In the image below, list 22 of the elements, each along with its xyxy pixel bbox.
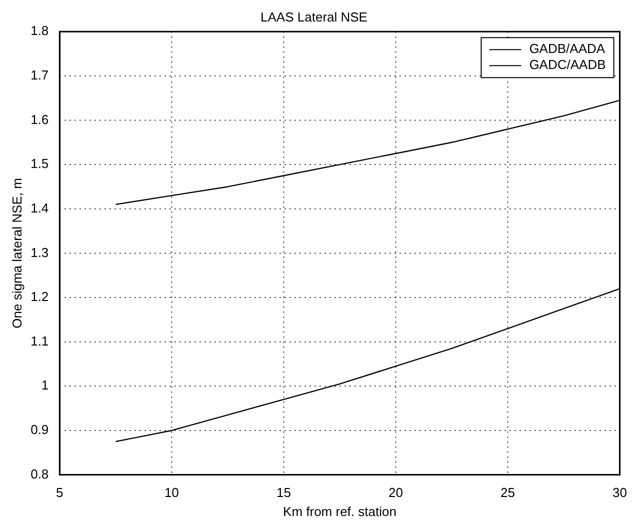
y-tick-label: 1.2 bbox=[30, 289, 49, 304]
y-axis-title: One sigma lateral NSE, m bbox=[9, 178, 24, 328]
x-tick-label: 15 bbox=[276, 485, 291, 500]
y-tick-label: 1.5 bbox=[30, 156, 49, 172]
y-tick-label: 1.4 bbox=[30, 200, 49, 216]
legend-label: GADC/AADB bbox=[529, 57, 606, 72]
legend-label: GADB/AADA bbox=[529, 41, 606, 56]
y-tick-label: 1.3 bbox=[30, 244, 49, 260]
y-tick-label: 1.6 bbox=[30, 112, 49, 127]
y-tick-label: 1.8 bbox=[30, 23, 49, 38]
y-tick-label: 0.8 bbox=[30, 466, 49, 482]
y-tick-label: 1.1 bbox=[30, 333, 49, 348]
x-tick-label: 30 bbox=[612, 485, 628, 500]
y-tick-label: 0.9 bbox=[30, 422, 49, 438]
x-axis-title: Km from ref. station bbox=[283, 504, 396, 519]
y-tick-label: 1 bbox=[41, 378, 49, 393]
chart-title: LAAS Lateral NSE bbox=[260, 9, 368, 24]
y-tick-label: 1.7 bbox=[30, 68, 49, 82]
x-tick-label: 10 bbox=[164, 485, 179, 500]
x-tick-label: 5 bbox=[56, 485, 64, 500]
x-tick-label: 25 bbox=[500, 485, 515, 500]
x-tick-label: 20 bbox=[388, 485, 403, 500]
